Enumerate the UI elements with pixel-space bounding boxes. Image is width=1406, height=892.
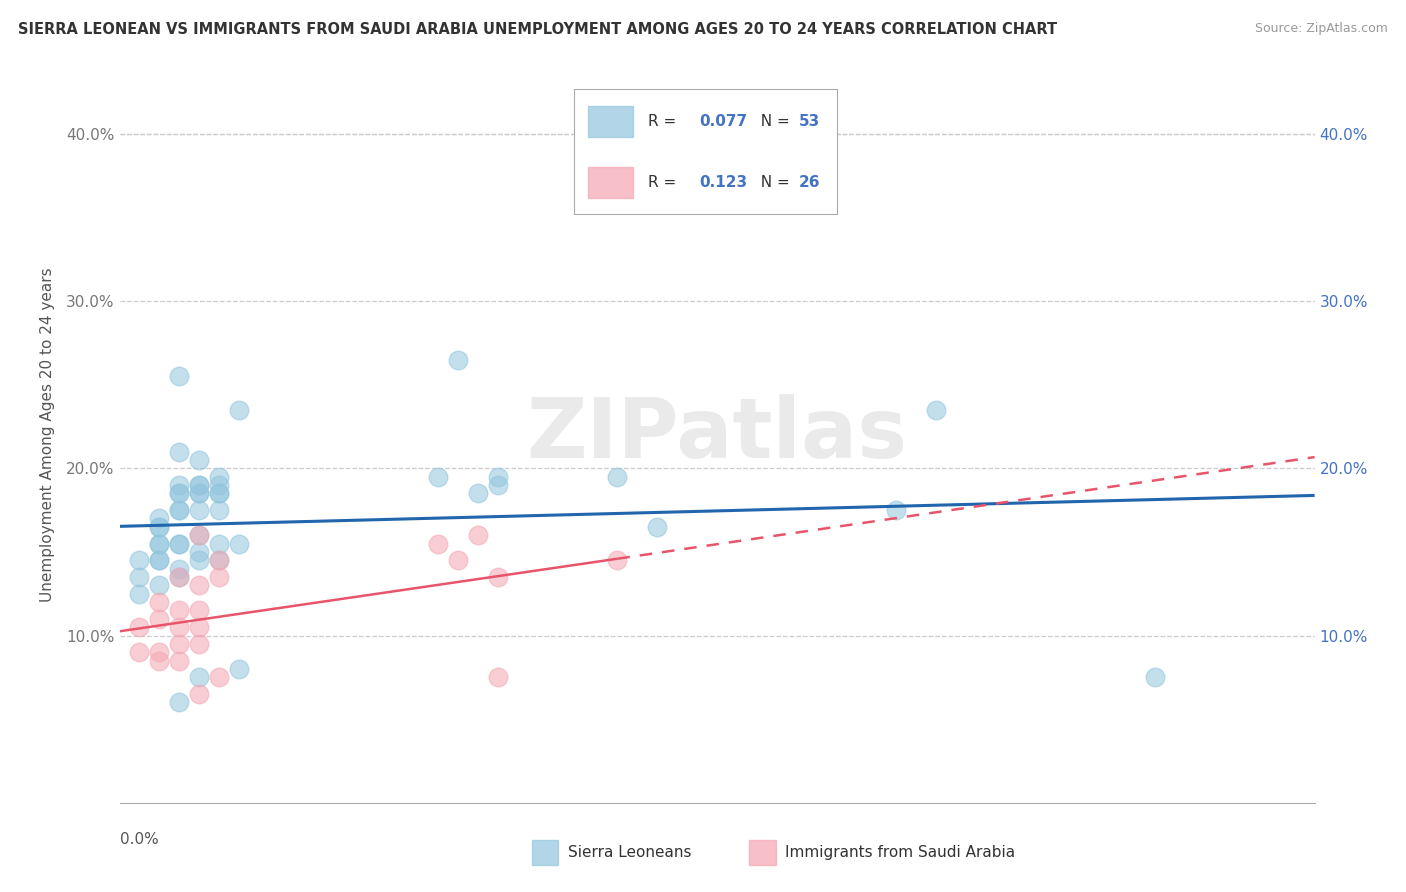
FancyBboxPatch shape	[574, 89, 837, 214]
Point	[148, 553, 170, 567]
Point	[188, 486, 211, 500]
Point	[467, 486, 489, 500]
Point	[128, 645, 150, 659]
Text: Sierra Leoneans: Sierra Leoneans	[568, 846, 692, 861]
Point	[886, 503, 908, 517]
Text: R =: R =	[648, 175, 686, 190]
Point	[169, 478, 191, 492]
Point	[169, 562, 191, 576]
Point	[148, 645, 170, 659]
Point	[148, 520, 170, 534]
Point	[148, 578, 170, 592]
Point	[1144, 670, 1167, 684]
FancyBboxPatch shape	[531, 839, 558, 865]
Point	[169, 696, 191, 710]
Point	[169, 503, 191, 517]
Text: R =: R =	[648, 114, 686, 128]
Text: SIERRA LEONEAN VS IMMIGRANTS FROM SAUDI ARABIA UNEMPLOYMENT AMONG AGES 20 TO 24 : SIERRA LEONEAN VS IMMIGRANTS FROM SAUDI …	[18, 22, 1057, 37]
Point	[447, 553, 470, 567]
Point	[148, 612, 170, 626]
Point	[208, 536, 231, 550]
Point	[427, 469, 450, 483]
Point	[169, 536, 191, 550]
Text: N =: N =	[751, 175, 794, 190]
Point	[647, 520, 669, 534]
Point	[169, 536, 191, 550]
Text: N =: N =	[751, 114, 794, 128]
Text: 53: 53	[799, 114, 820, 128]
Point	[169, 637, 191, 651]
Point	[169, 570, 191, 584]
Point	[188, 486, 211, 500]
Point	[188, 528, 211, 542]
Point	[148, 595, 170, 609]
Point	[486, 478, 509, 492]
Point	[128, 553, 150, 567]
Text: 0.0%: 0.0%	[120, 832, 159, 847]
Point	[606, 553, 628, 567]
Point	[208, 553, 231, 567]
Point	[606, 469, 628, 483]
Point	[169, 654, 191, 668]
Point	[128, 620, 150, 634]
FancyBboxPatch shape	[588, 106, 633, 136]
Point	[169, 503, 191, 517]
Point	[188, 553, 211, 567]
Point	[208, 486, 231, 500]
Text: 0.077: 0.077	[699, 114, 747, 128]
Point	[148, 536, 170, 550]
Point	[169, 620, 191, 634]
Point	[169, 603, 191, 617]
Text: Immigrants from Saudi Arabia: Immigrants from Saudi Arabia	[785, 846, 1015, 861]
Point	[228, 402, 250, 417]
Point	[208, 570, 231, 584]
Point	[208, 553, 231, 567]
Point	[228, 662, 250, 676]
Point	[427, 536, 450, 550]
Point	[128, 570, 150, 584]
Point	[188, 545, 211, 559]
Point	[467, 528, 489, 542]
Point	[208, 469, 231, 483]
Y-axis label: Unemployment Among Ages 20 to 24 years: Unemployment Among Ages 20 to 24 years	[39, 268, 55, 602]
Point	[188, 528, 211, 542]
Point	[188, 637, 211, 651]
Point	[169, 570, 191, 584]
Point	[188, 578, 211, 592]
Point	[486, 469, 509, 483]
Point	[188, 687, 211, 701]
Point	[188, 478, 211, 492]
Text: 26: 26	[799, 175, 820, 190]
Point	[169, 369, 191, 384]
Point	[169, 444, 191, 458]
Point	[188, 503, 211, 517]
Text: Source: ZipAtlas.com: Source: ZipAtlas.com	[1254, 22, 1388, 36]
Point	[208, 486, 231, 500]
Point	[169, 486, 191, 500]
Point	[486, 670, 509, 684]
Point	[447, 352, 470, 367]
Point	[228, 536, 250, 550]
Point	[208, 670, 231, 684]
Point	[486, 570, 509, 584]
Point	[188, 603, 211, 617]
Point	[148, 520, 170, 534]
Point	[925, 402, 948, 417]
Point	[188, 620, 211, 634]
FancyBboxPatch shape	[588, 167, 633, 198]
Point	[188, 478, 211, 492]
Point	[128, 587, 150, 601]
Text: 0.123: 0.123	[699, 175, 747, 190]
Point	[148, 536, 170, 550]
Point	[188, 453, 211, 467]
Point	[148, 654, 170, 668]
Point	[208, 478, 231, 492]
Point	[148, 511, 170, 525]
Point	[188, 670, 211, 684]
FancyBboxPatch shape	[749, 839, 776, 865]
Text: ZIPatlas: ZIPatlas	[527, 394, 907, 475]
Point	[208, 503, 231, 517]
Point	[169, 486, 191, 500]
Point	[148, 553, 170, 567]
